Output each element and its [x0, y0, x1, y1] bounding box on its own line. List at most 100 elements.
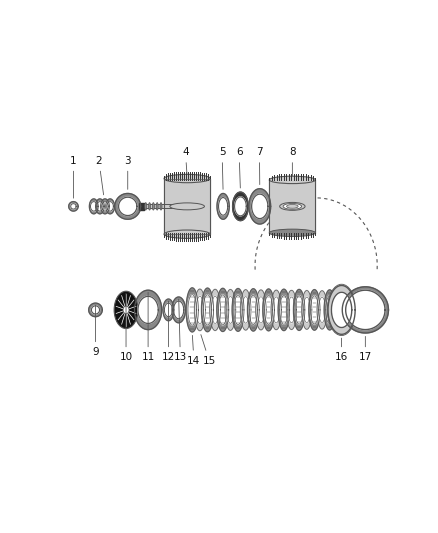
Polygon shape: [247, 289, 259, 331]
Text: 8: 8: [289, 147, 296, 176]
Polygon shape: [249, 189, 271, 224]
Ellipse shape: [148, 203, 151, 210]
Polygon shape: [101, 199, 110, 214]
Polygon shape: [164, 303, 173, 317]
Polygon shape: [138, 296, 158, 324]
Ellipse shape: [145, 203, 147, 210]
Text: 16: 16: [335, 338, 348, 362]
Polygon shape: [172, 297, 185, 323]
Ellipse shape: [286, 205, 298, 208]
Polygon shape: [107, 201, 113, 211]
Text: 14: 14: [187, 335, 201, 366]
Ellipse shape: [164, 174, 210, 183]
Polygon shape: [91, 201, 97, 211]
Polygon shape: [288, 297, 295, 323]
Polygon shape: [302, 290, 312, 329]
Polygon shape: [249, 295, 258, 325]
Polygon shape: [328, 286, 355, 334]
Polygon shape: [324, 290, 335, 330]
Polygon shape: [280, 295, 288, 324]
Polygon shape: [256, 290, 266, 330]
Ellipse shape: [170, 203, 205, 210]
Text: 2: 2: [95, 156, 104, 195]
Text: 17: 17: [359, 336, 372, 362]
Ellipse shape: [152, 203, 154, 210]
Polygon shape: [225, 289, 236, 330]
Polygon shape: [210, 289, 221, 330]
Polygon shape: [309, 289, 320, 330]
Text: 7: 7: [256, 147, 263, 184]
Polygon shape: [217, 193, 229, 219]
Text: 10: 10: [120, 293, 133, 362]
Polygon shape: [119, 197, 137, 215]
Polygon shape: [219, 295, 227, 325]
Ellipse shape: [123, 306, 129, 313]
Polygon shape: [326, 296, 334, 324]
Polygon shape: [235, 197, 246, 216]
Text: 3: 3: [124, 156, 131, 189]
Text: 12: 12: [162, 301, 175, 362]
Polygon shape: [234, 295, 242, 325]
Polygon shape: [342, 287, 389, 333]
Polygon shape: [271, 290, 282, 330]
Polygon shape: [164, 179, 210, 234]
Text: 15: 15: [201, 335, 216, 366]
Ellipse shape: [269, 176, 315, 183]
Polygon shape: [173, 301, 184, 319]
Ellipse shape: [114, 291, 138, 328]
Polygon shape: [286, 290, 297, 329]
Polygon shape: [232, 288, 244, 332]
Ellipse shape: [280, 203, 305, 211]
Polygon shape: [217, 288, 229, 332]
Ellipse shape: [269, 229, 315, 237]
Polygon shape: [233, 192, 248, 221]
Polygon shape: [293, 289, 305, 330]
Polygon shape: [346, 290, 385, 329]
Text: 13: 13: [174, 299, 187, 362]
Ellipse shape: [160, 203, 162, 210]
Polygon shape: [212, 296, 219, 324]
Polygon shape: [240, 289, 251, 330]
Text: 9: 9: [92, 305, 99, 357]
Text: 5: 5: [219, 147, 226, 189]
Polygon shape: [242, 297, 249, 323]
Polygon shape: [92, 306, 99, 314]
Polygon shape: [273, 297, 280, 323]
Text: 6: 6: [236, 147, 242, 188]
Polygon shape: [106, 199, 114, 214]
Polygon shape: [69, 201, 78, 211]
Polygon shape: [188, 295, 197, 325]
Ellipse shape: [156, 203, 158, 210]
Polygon shape: [203, 295, 212, 325]
Polygon shape: [263, 289, 275, 331]
Polygon shape: [258, 297, 265, 323]
Polygon shape: [265, 295, 273, 325]
Polygon shape: [317, 290, 327, 329]
Text: 4: 4: [182, 147, 189, 174]
Polygon shape: [97, 201, 103, 211]
Polygon shape: [219, 198, 228, 215]
Polygon shape: [89, 199, 98, 214]
Polygon shape: [134, 290, 162, 329]
Polygon shape: [201, 288, 214, 332]
Polygon shape: [332, 292, 352, 328]
Polygon shape: [115, 193, 141, 219]
Polygon shape: [89, 303, 102, 317]
Polygon shape: [163, 299, 174, 321]
Text: 1: 1: [70, 156, 77, 198]
Text: 11: 11: [141, 292, 155, 362]
Polygon shape: [304, 297, 310, 322]
Ellipse shape: [283, 204, 302, 209]
Polygon shape: [194, 289, 205, 331]
Polygon shape: [186, 288, 198, 332]
Polygon shape: [319, 297, 325, 322]
Ellipse shape: [164, 230, 210, 238]
Polygon shape: [71, 204, 76, 209]
Polygon shape: [102, 201, 108, 211]
Polygon shape: [95, 199, 104, 214]
Polygon shape: [196, 296, 204, 324]
Polygon shape: [311, 296, 318, 324]
Polygon shape: [295, 296, 303, 324]
Polygon shape: [252, 194, 268, 219]
Polygon shape: [278, 289, 290, 330]
